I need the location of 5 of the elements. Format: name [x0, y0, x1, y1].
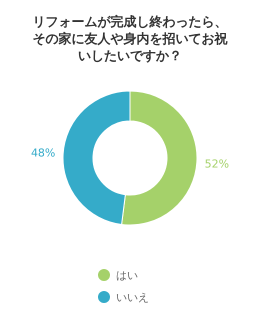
data-label: 48%	[30, 146, 56, 160]
chart-title: リフォームが完成し終わったら、その家に友人や身内を招いてお祝いしたいですか？	[32, 14, 228, 65]
legend-label: いいえ	[116, 291, 149, 304]
data-label: 52%	[204, 157, 230, 170]
legend-label: はい	[116, 269, 138, 282]
